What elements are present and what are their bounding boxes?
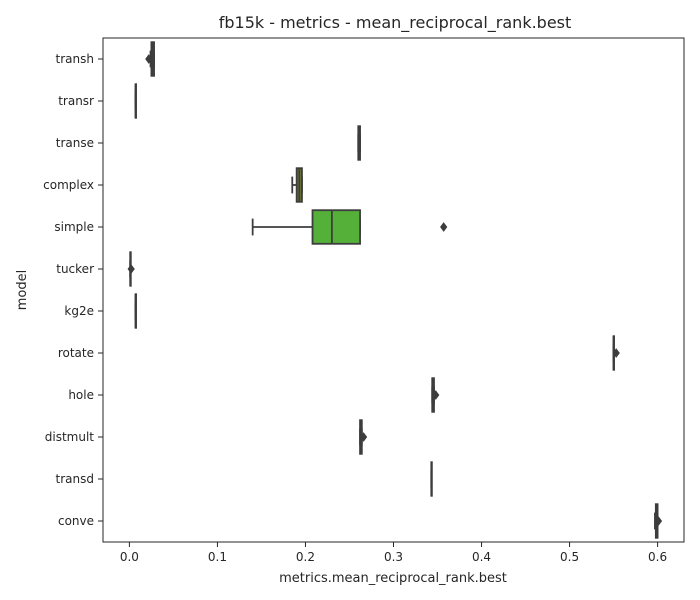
outlier-point	[440, 222, 448, 232]
y-tick-label: kg2e	[64, 304, 94, 318]
x-tick-label: 0.3	[384, 550, 403, 564]
x-tick-label: 0.0	[120, 550, 139, 564]
box-series	[127, 41, 663, 539]
box-simple	[251, 209, 448, 245]
outlier-point	[145, 54, 153, 64]
y-tick-label: complex	[43, 178, 94, 192]
box-body	[311, 209, 361, 245]
box-tucker	[127, 251, 135, 287]
x-axis: 0.0 0.1 0.2 0.3 0.4 0.5 0.6	[120, 542, 667, 564]
outlier-point	[127, 264, 135, 274]
y-tick-label: transd	[56, 472, 94, 486]
outlier-point	[432, 390, 440, 400]
y-tick-label: tucker	[56, 262, 94, 276]
y-tick-label: transh	[56, 52, 94, 66]
x-axis-title: metrics.mean_reciprocal_rank.best	[279, 571, 507, 586]
box-complex	[291, 167, 303, 203]
x-tick-label: 0.2	[296, 550, 315, 564]
x-tick-label: 0.6	[648, 550, 667, 564]
box-kg2e	[134, 293, 137, 329]
box-rotate	[612, 335, 620, 371]
y-tick-label: distmult	[45, 430, 95, 444]
box-transd	[430, 461, 433, 497]
y-axis: transh transr transe complex simple tucker kg2…	[43, 52, 103, 528]
y-tick-label: transr	[58, 94, 94, 108]
outlier-point	[612, 348, 620, 358]
box-distmult	[359, 419, 368, 455]
y-tick-label: rotate	[58, 346, 94, 360]
y-axis-title: model	[15, 270, 30, 310]
x-tick-label: 0.4	[472, 550, 491, 564]
chart-title: fb15k - metrics - mean_reciprocal_rank.b…	[219, 13, 572, 33]
box-transe	[357, 125, 361, 161]
outlier-point	[359, 432, 368, 442]
x-tick-label: 0.1	[208, 550, 227, 564]
box-transh	[145, 41, 155, 77]
plot-frame	[102, 37, 685, 543]
y-tick-label: transe	[56, 136, 94, 150]
outlier-point	[654, 516, 663, 526]
y-tick-label: simple	[54, 220, 94, 234]
box-transr	[134, 83, 137, 119]
y-tick-label: hole	[68, 388, 94, 402]
x-tick-label: 0.5	[560, 550, 579, 564]
box-conve	[654, 503, 663, 539]
y-tick-label: conve	[58, 514, 94, 528]
box-hole	[431, 377, 440, 413]
